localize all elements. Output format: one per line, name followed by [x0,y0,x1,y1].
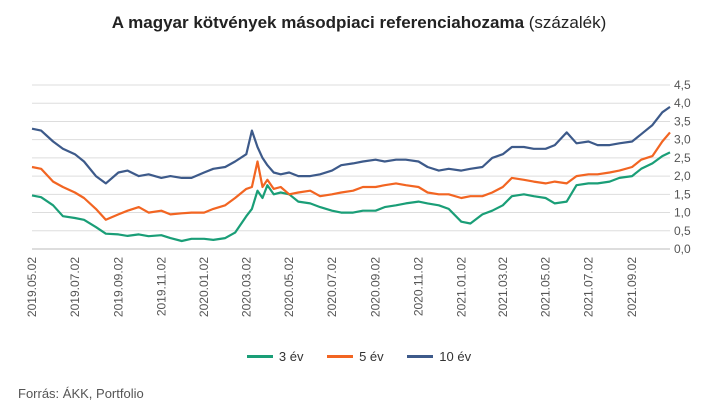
y-tick-label: 3,0 [674,133,691,147]
chart-legend: 3 év 5 év 10 év [0,349,718,364]
y-tick-label: 2,0 [674,169,691,183]
legend-swatch-10y [407,355,434,359]
y-tick-label: 0,0 [674,242,691,256]
legend-label-10y: 10 év [439,349,472,364]
series-line-3-év [31,151,671,243]
x-tick-label: 2021.05.02 [539,257,553,317]
x-tick-label: 2020.09.02 [369,257,383,317]
series-line-10-év [31,105,671,185]
legend-swatch-5y [327,355,354,359]
x-tick-label: 2019.05.02 [25,257,39,317]
series-line-5-év [31,131,671,221]
x-tick-label: 2021.07.02 [581,257,595,317]
legend-label-5y: 5 év [359,349,384,364]
x-tick-label: 2020.01.02 [197,257,211,317]
x-tick-label: 2019.07.02 [68,257,82,317]
legend-swatch-3y [246,355,273,359]
x-tick-label: 2020.03.02 [239,257,253,317]
y-tick-label: 2,5 [674,151,691,165]
source-note: Forrás: ÁKK, Portfolio [18,386,144,401]
y-tick-label: 0,5 [674,224,691,238]
chart-title-main: A magyar kötvények másodpiaci referencia… [111,13,525,32]
y-tick-label: 3,5 [674,114,691,128]
y-tick-label: 4,0 [674,96,691,110]
legend-item-3y: 3 év [246,349,304,364]
x-tick-label: 2020.05.02 [282,257,296,317]
y-tick-label: 1,0 [674,206,691,220]
x-tick-label: 2020.07.02 [325,257,339,317]
x-tick-label: 2021.01.02 [454,257,468,317]
x-tick-label: 2021.09.02 [625,257,639,317]
legend-label-3y: 3 év [278,349,304,364]
x-tick-label: 2021.03.02 [496,257,510,317]
chart-title-unit: (százalék) [528,13,607,32]
chart-title: A magyar kötvények másodpiaci referencia… [0,13,718,33]
legend-item-10y: 10 év [407,349,471,364]
x-tick-label: 2019.09.02 [111,257,125,317]
y-tick-label: 4,5 [674,78,691,92]
x-tick-label: 2020.11.02 [411,257,425,316]
legend-item-5y: 5 év [327,349,384,364]
x-tick-label: 2019.11.02 [154,257,168,316]
y-tick-label: 1,5 [674,187,691,201]
